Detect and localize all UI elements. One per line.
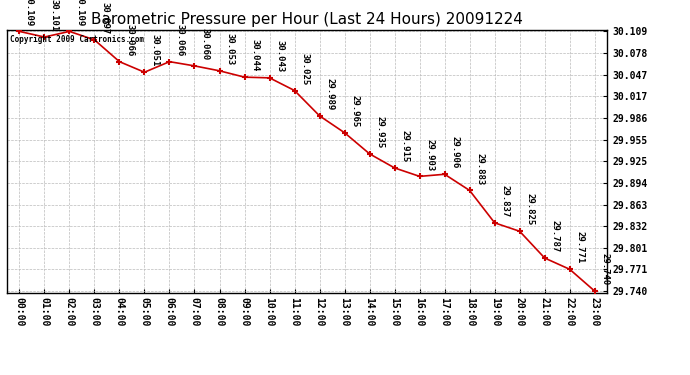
Text: 30.109: 30.109	[25, 0, 34, 26]
Text: 30.101: 30.101	[50, 0, 59, 32]
Text: 29.935: 29.935	[375, 116, 384, 148]
Text: 30.066: 30.066	[125, 24, 134, 56]
Text: 29.771: 29.771	[575, 231, 584, 264]
Text: 29.837: 29.837	[500, 185, 509, 217]
Text: 30.097: 30.097	[100, 2, 109, 34]
Text: 30.051: 30.051	[150, 34, 159, 67]
Text: 30.053: 30.053	[225, 33, 234, 65]
Text: 29.740: 29.740	[600, 253, 609, 285]
Text: 30.066: 30.066	[175, 24, 184, 56]
Text: 29.825: 29.825	[525, 194, 534, 226]
Title: Barometric Pressure per Hour (Last 24 Hours) 20091224: Barometric Pressure per Hour (Last 24 Ho…	[91, 12, 523, 27]
Text: 29.989: 29.989	[325, 78, 334, 110]
Text: 30.109: 30.109	[75, 0, 84, 26]
Text: 30.044: 30.044	[250, 39, 259, 72]
Text: Copyright 2009 Cartronics.com: Copyright 2009 Cartronics.com	[10, 35, 144, 44]
Text: 30.025: 30.025	[300, 53, 309, 85]
Text: 30.043: 30.043	[275, 40, 284, 72]
Text: 29.906: 29.906	[450, 136, 459, 169]
Text: 29.883: 29.883	[475, 153, 484, 185]
Text: 30.060: 30.060	[200, 28, 209, 60]
Text: 29.915: 29.915	[400, 130, 409, 162]
Text: 29.965: 29.965	[350, 95, 359, 127]
Text: 29.903: 29.903	[425, 139, 434, 171]
Text: 29.787: 29.787	[550, 220, 559, 252]
